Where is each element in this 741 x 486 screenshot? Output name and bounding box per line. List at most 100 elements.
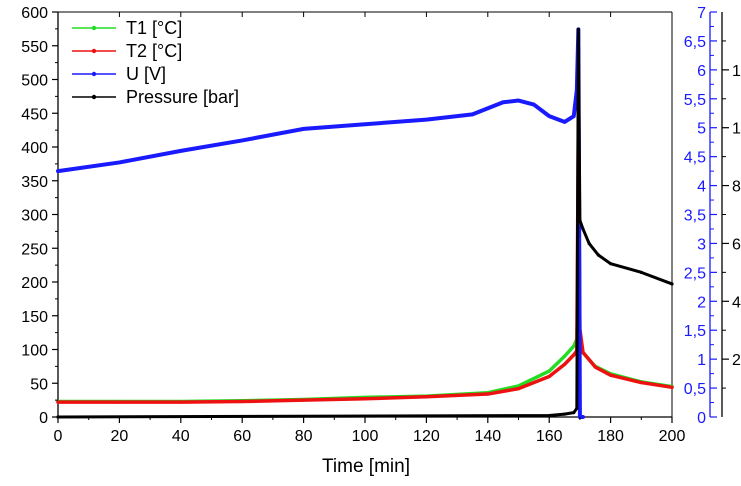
series-point <box>547 374 551 379</box>
y-right-voltage-tick-label: 1,5 <box>684 323 706 340</box>
legend-label: Pressure [bar] <box>126 87 239 107</box>
series-line-t2 <box>56 118 674 404</box>
y-right-voltage-tick-label: 0 <box>697 410 706 427</box>
y-left-tick-label: 250 <box>21 241 48 258</box>
y-left-tick-label: 100 <box>21 343 48 360</box>
y-left-tick-label: 0 <box>39 410 48 427</box>
legend-marker <box>91 71 97 77</box>
series-point <box>363 122 367 126</box>
series-point <box>572 344 576 348</box>
x-tick-label: 140 <box>474 428 501 445</box>
series-point <box>302 127 306 131</box>
legend: T1 [°C] T2 [°C] U [V] Pressure [bar] <box>72 18 239 107</box>
y-right-voltage-axis: 0 0,5 1 1,5 2 2,5 3 3,5 4 4,5 5 5,5 6 6,5 7 <box>684 5 717 427</box>
x-axis: 0 20 40 60 80 100 120 140 160 180 200 <box>54 12 686 445</box>
x-tick-label: 180 <box>597 428 624 445</box>
y-right-voltage-tick-label: 4 <box>697 179 706 196</box>
x-tick-label: 20 <box>111 428 129 445</box>
legend-label: U [V] <box>126 64 166 84</box>
x-tick-label: 0 <box>54 428 63 445</box>
series-point <box>609 373 613 377</box>
y-right-pressure-tick-label: 2 <box>732 352 741 369</box>
series-point <box>562 362 567 366</box>
series-point <box>56 400 60 404</box>
series-point <box>240 138 244 143</box>
y-right-pressure-tick-label: 12 <box>732 63 741 80</box>
y-left-tick-label: 550 <box>21 39 48 56</box>
series-point <box>547 413 551 418</box>
y-right-voltage-tick-label: 0,5 <box>684 381 706 398</box>
y-left-tick-label: 150 <box>21 309 48 326</box>
series-point <box>581 350 585 354</box>
legend-label: T1 [°C] <box>126 18 182 38</box>
series-point <box>670 385 674 389</box>
series-point <box>56 169 60 173</box>
series-point <box>575 406 579 410</box>
y-right-pressure-tick-label: 4 <box>732 294 741 311</box>
series-point <box>587 241 591 246</box>
y-right-voltage-tick-label: 3 <box>697 236 706 253</box>
series-point <box>581 415 585 419</box>
y-left-tick-label: 400 <box>21 140 48 157</box>
legend-marker <box>91 25 97 31</box>
y-right-voltage-tick-label: 3,5 <box>684 208 706 225</box>
series-point <box>596 253 600 257</box>
series-point <box>240 399 244 404</box>
y-right-voltage-tick-label: 2,5 <box>684 265 706 282</box>
series-point <box>516 387 521 391</box>
series-point <box>516 98 521 103</box>
series-point <box>572 411 576 415</box>
series-point <box>547 369 551 373</box>
x-tick-label: 60 <box>233 428 251 445</box>
y-left-tick-label: 600 <box>21 5 48 22</box>
x-tick-label: 120 <box>413 428 440 445</box>
y-right-voltage-tick-label: 5 <box>697 121 706 138</box>
x-tick-label: 200 <box>659 428 686 445</box>
series-point <box>179 149 183 153</box>
series-point <box>576 27 580 31</box>
y-left-tick-label: 200 <box>21 275 48 292</box>
x-tick-label: 80 <box>295 428 313 445</box>
series-point <box>532 102 536 107</box>
legend-marker <box>91 94 97 100</box>
y-right-voltage-tick-label: 5,5 <box>684 92 706 109</box>
y-right-pressure-tick-label: 8 <box>732 179 741 196</box>
y-right-voltage-tick-label: 4,5 <box>684 150 706 167</box>
series-point <box>302 398 306 402</box>
y-left-axis: 0 50 100 150 200 250 300 350 400 450 500 550 600 <box>21 5 58 427</box>
y-right-pressure-tick-label: 6 <box>732 236 741 253</box>
series-point <box>117 400 121 404</box>
series-point <box>562 412 567 416</box>
x-tick-label: 100 <box>352 428 379 445</box>
series-point <box>424 118 428 122</box>
series-point <box>639 270 643 274</box>
series-point <box>609 262 613 266</box>
series-point <box>562 120 567 124</box>
y-left-tick-label: 50 <box>30 376 48 393</box>
series-point <box>572 114 576 118</box>
series-point <box>363 397 367 401</box>
x-tick-label: 160 <box>536 428 563 445</box>
series-point <box>486 392 490 396</box>
series-point <box>179 400 183 404</box>
series-layer <box>56 27 674 419</box>
series-point <box>547 114 551 118</box>
series-point <box>424 395 428 399</box>
y-left-tick-label: 450 <box>21 106 48 123</box>
series-point <box>578 218 582 222</box>
series-point <box>470 112 475 117</box>
series-point <box>572 353 576 357</box>
series-point <box>639 380 643 385</box>
series-point <box>501 100 505 104</box>
legend-marker <box>91 48 97 54</box>
series-point <box>593 365 597 369</box>
y-left-tick-label: 300 <box>21 208 48 225</box>
legend-label: T2 [°C] <box>126 41 182 61</box>
y-left-tick-label: 350 <box>21 174 48 191</box>
y-right-pressure-tick-label: 10 <box>732 121 741 138</box>
y-right-voltage-tick-label: 6,5 <box>684 34 706 51</box>
series-point <box>581 227 585 231</box>
x-axis-title: Time [min] <box>322 456 410 477</box>
